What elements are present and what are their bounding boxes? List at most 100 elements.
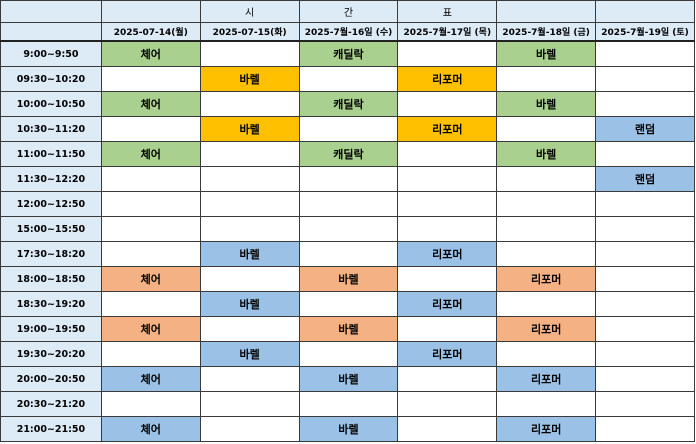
empty-cell[interactable]	[100, 66, 201, 92]
class-cell[interactable]: 바렐	[496, 40, 597, 67]
class-cell[interactable]: 바렐	[199, 341, 300, 367]
empty-cell[interactable]	[496, 341, 597, 367]
empty-cell[interactable]	[496, 191, 597, 217]
empty-cell[interactable]	[397, 166, 498, 192]
empty-cell[interactable]	[100, 341, 201, 367]
empty-cell[interactable]	[298, 341, 399, 367]
class-cell[interactable]: 리포머	[397, 291, 498, 317]
empty-cell[interactable]	[397, 391, 498, 417]
empty-cell[interactable]	[397, 191, 498, 217]
class-cell[interactable]: 바렐	[298, 266, 399, 292]
empty-cell[interactable]	[199, 166, 300, 192]
class-cell[interactable]: 체어	[100, 316, 201, 342]
empty-cell[interactable]	[199, 141, 300, 167]
empty-cell[interactable]	[595, 191, 695, 217]
empty-cell[interactable]	[595, 341, 695, 367]
table-row: 11:30~12:20 랜덤	[0, 166, 695, 192]
empty-cell[interactable]	[199, 91, 300, 117]
empty-cell[interactable]	[397, 91, 498, 117]
empty-cell[interactable]	[595, 91, 695, 117]
class-cell[interactable]: 캐딜락	[298, 91, 399, 117]
empty-cell[interactable]	[298, 391, 399, 417]
empty-cell[interactable]	[496, 166, 597, 192]
class-cell[interactable]: 바렐	[298, 316, 399, 342]
class-cell[interactable]: 체어	[100, 366, 201, 392]
empty-cell[interactable]	[199, 191, 300, 217]
empty-cell[interactable]	[298, 241, 399, 267]
class-cell[interactable]: 체어	[100, 40, 201, 67]
empty-cell[interactable]	[595, 391, 695, 417]
empty-cell[interactable]	[496, 66, 597, 92]
empty-cell[interactable]	[100, 241, 201, 267]
empty-cell[interactable]	[100, 216, 201, 242]
class-cell[interactable]: 바렐	[496, 141, 597, 167]
empty-cell[interactable]	[595, 40, 695, 67]
empty-cell[interactable]	[298, 291, 399, 317]
empty-cell[interactable]	[199, 416, 300, 442]
empty-cell[interactable]	[595, 266, 695, 292]
class-cell[interactable]: 랜덤	[595, 166, 695, 192]
empty-cell[interactable]	[199, 266, 300, 292]
class-cell[interactable]: 리포머	[496, 266, 597, 292]
class-cell[interactable]: 리포머	[496, 366, 597, 392]
empty-cell[interactable]	[496, 241, 597, 267]
empty-cell[interactable]	[100, 116, 201, 142]
empty-cell[interactable]	[199, 216, 300, 242]
empty-cell[interactable]	[397, 216, 498, 242]
empty-cell[interactable]	[199, 40, 300, 67]
empty-cell[interactable]	[496, 116, 597, 142]
empty-cell[interactable]	[298, 116, 399, 142]
class-cell[interactable]: 캐딜락	[298, 40, 399, 67]
table-row: 19:30~20:20 바렐 리포머	[0, 341, 695, 367]
empty-cell[interactable]	[595, 141, 695, 167]
title-cell: 시	[199, 0, 300, 23]
empty-cell[interactable]	[595, 216, 695, 242]
class-cell[interactable]: 바렐	[199, 291, 300, 317]
table-row: 09:30~10:20 바렐 리포머	[0, 66, 695, 92]
class-cell[interactable]: 리포머	[397, 116, 498, 142]
empty-cell[interactable]	[496, 216, 597, 242]
empty-cell[interactable]	[100, 291, 201, 317]
class-cell[interactable]: 리포머	[397, 66, 498, 92]
empty-cell[interactable]	[397, 266, 498, 292]
empty-cell[interactable]	[199, 366, 300, 392]
empty-cell[interactable]	[595, 66, 695, 92]
empty-cell[interactable]	[595, 241, 695, 267]
class-cell[interactable]: 리포머	[496, 316, 597, 342]
empty-cell[interactable]	[397, 316, 498, 342]
class-cell[interactable]: 바렐	[298, 416, 399, 442]
class-cell[interactable]: 바렐	[199, 241, 300, 267]
class-cell[interactable]: 바렐	[199, 116, 300, 142]
empty-cell[interactable]	[100, 191, 201, 217]
empty-cell[interactable]	[199, 316, 300, 342]
empty-cell[interactable]	[298, 166, 399, 192]
class-cell[interactable]: 체어	[100, 416, 201, 442]
empty-cell[interactable]	[298, 191, 399, 217]
empty-cell[interactable]	[100, 166, 201, 192]
class-cell[interactable]: 리포머	[496, 416, 597, 442]
class-cell[interactable]: 체어	[100, 266, 201, 292]
empty-cell[interactable]	[100, 391, 201, 417]
class-cell[interactable]: 리포머	[397, 241, 498, 267]
empty-cell[interactable]	[595, 416, 695, 442]
empty-cell[interactable]	[496, 391, 597, 417]
class-cell[interactable]: 체어	[100, 141, 201, 167]
empty-cell[interactable]	[595, 291, 695, 317]
empty-cell[interactable]	[397, 40, 498, 67]
empty-cell[interactable]	[298, 66, 399, 92]
empty-cell[interactable]	[595, 366, 695, 392]
class-cell[interactable]: 바렐	[496, 91, 597, 117]
class-cell[interactable]: 리포머	[397, 341, 498, 367]
class-cell[interactable]: 랜덤	[595, 116, 695, 142]
class-cell[interactable]: 바렐	[298, 366, 399, 392]
empty-cell[interactable]	[595, 316, 695, 342]
empty-cell[interactable]	[397, 416, 498, 442]
empty-cell[interactable]	[496, 291, 597, 317]
class-cell[interactable]: 캐딜락	[298, 141, 399, 167]
class-cell[interactable]: 체어	[100, 91, 201, 117]
class-cell[interactable]: 바렐	[199, 66, 300, 92]
empty-cell[interactable]	[397, 141, 498, 167]
empty-cell[interactable]	[298, 216, 399, 242]
empty-cell[interactable]	[397, 366, 498, 392]
empty-cell[interactable]	[199, 391, 300, 417]
